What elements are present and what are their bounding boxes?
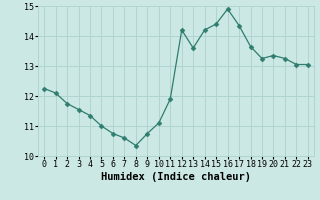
X-axis label: Humidex (Indice chaleur): Humidex (Indice chaleur) <box>101 172 251 182</box>
